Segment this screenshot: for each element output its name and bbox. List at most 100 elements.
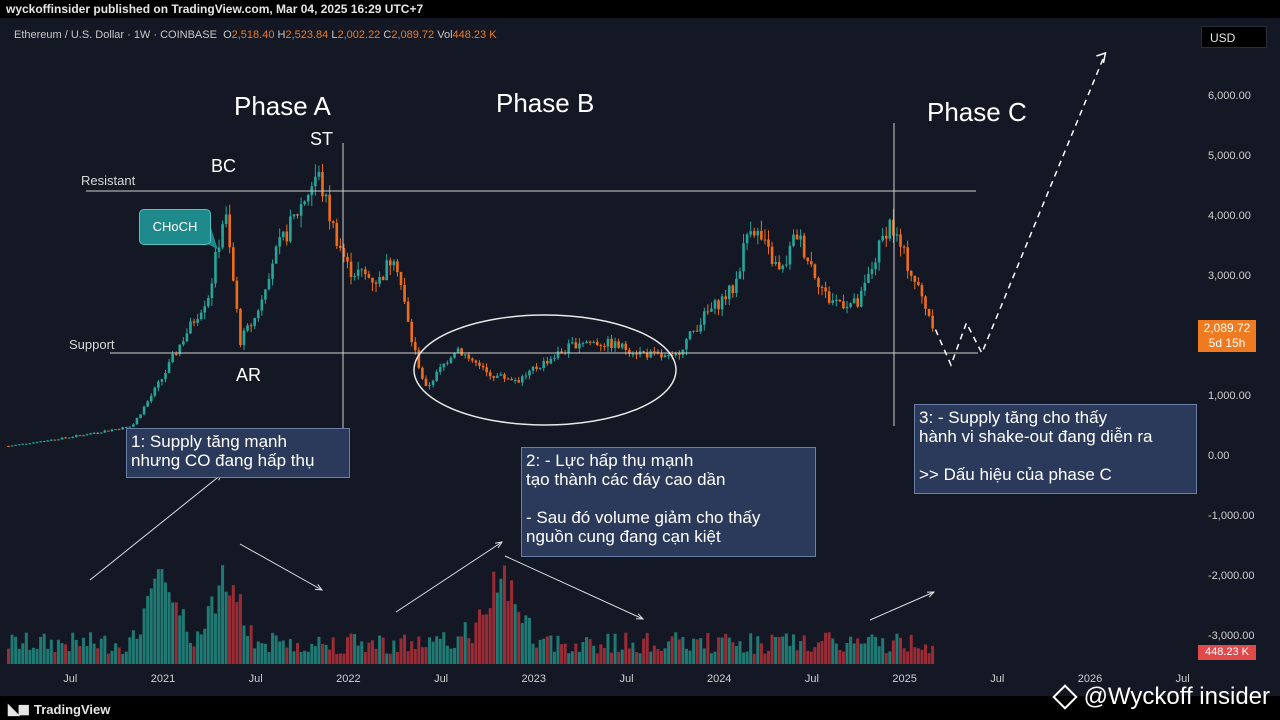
- candle-body: [421, 367, 424, 379]
- candle-body: [274, 246, 278, 264]
- candle-body: [385, 260, 389, 281]
- volume-bar: [777, 636, 781, 664]
- volume-bar: [249, 625, 253, 664]
- candle-body: [702, 311, 706, 325]
- volume-bar: [67, 651, 71, 664]
- volume-bar: [692, 638, 696, 664]
- candle-body: [339, 245, 342, 249]
- volume-bar: [181, 609, 185, 664]
- volume-bar: [877, 646, 881, 664]
- volume-bar: [135, 638, 139, 664]
- candle-body: [513, 380, 517, 382]
- volume-bar: [89, 632, 93, 664]
- phase-c-label: Phase C: [927, 97, 1027, 127]
- volume-bar: [149, 588, 153, 664]
- volume-bar: [859, 643, 863, 664]
- candle-body: [25, 443, 28, 445]
- volume-bar: [296, 643, 300, 664]
- candle-body: [253, 318, 257, 326]
- volume-bar: [742, 652, 746, 664]
- candle-body: [60, 437, 64, 440]
- candle-body: [160, 379, 164, 382]
- volume-bar: [627, 648, 631, 664]
- candle-body: [431, 380, 435, 385]
- y-tick-label: 1,000.00: [1208, 390, 1251, 402]
- candle-body: [770, 246, 774, 264]
- candle-body: [231, 247, 235, 281]
- volume-bar: [874, 636, 878, 664]
- candle-body: [353, 275, 356, 277]
- volume-bar: [709, 653, 713, 664]
- volume-bar: [238, 594, 242, 664]
- candle-body: [124, 426, 128, 428]
- candle-body: [50, 439, 53, 441]
- candle-body: [760, 230, 763, 240]
- volume-bar: [816, 642, 820, 664]
- candle-body: [281, 231, 285, 238]
- last-volume-tag: 448.23 K: [1198, 645, 1256, 660]
- volume-bar: [727, 637, 731, 664]
- volume-bar: [142, 608, 146, 664]
- price-chart[interactable]: 6,000.005,000.004,000.003,000.002,000.00…: [0, 18, 1280, 696]
- volume-bar: [527, 617, 531, 664]
- candle-body: [413, 342, 417, 351]
- volume-trend-arrowhead: [926, 591, 936, 598]
- candle-body: [927, 308, 931, 316]
- volume-bar: [210, 596, 214, 664]
- candle-body: [428, 384, 431, 387]
- candle-body: [199, 312, 203, 320]
- candle-body: [157, 381, 160, 388]
- candle-body: [217, 247, 221, 252]
- candle-body: [153, 387, 157, 396]
- volume-bar: [410, 641, 414, 664]
- volume-bar: [178, 615, 182, 664]
- currency-button[interactable]: USD: [1201, 26, 1267, 48]
- volume-bar: [470, 643, 474, 664]
- volume-bar: [463, 622, 467, 664]
- volume-bar: [677, 639, 681, 664]
- volume-bar: [221, 565, 225, 664]
- x-tick-label: Jul: [434, 673, 448, 685]
- candle-body: [417, 350, 421, 368]
- candle-body: [738, 271, 742, 279]
- candle-body: [906, 247, 909, 271]
- candle-body: [356, 269, 360, 276]
- volume-bar: [271, 632, 275, 664]
- candle-body: [752, 231, 756, 236]
- candle-body: [71, 436, 75, 438]
- volume-bar: [267, 652, 271, 664]
- volume-bar: [46, 648, 50, 664]
- candle-body: [920, 285, 924, 297]
- volume-bar: [517, 611, 521, 664]
- candle-body: [774, 262, 777, 264]
- candle-body: [592, 341, 595, 343]
- candle-body: [617, 341, 620, 348]
- candle-body: [171, 354, 174, 363]
- volume-bar: [902, 648, 906, 664]
- y-tick-label: -1,000.00: [1208, 510, 1254, 522]
- candle-body: [478, 362, 481, 366]
- volume-bar: [445, 645, 449, 664]
- candle-body: [117, 429, 121, 431]
- volume-bar: [752, 653, 756, 664]
- volume-bar: [285, 647, 289, 664]
- volume-bar: [909, 634, 913, 664]
- volume-bar: [317, 636, 321, 664]
- candle-body: [189, 321, 192, 334]
- candle-body: [881, 235, 884, 241]
- candle-body: [53, 439, 57, 441]
- volume-bar: [60, 643, 64, 664]
- candle-body: [392, 261, 396, 266]
- candle-body: [14, 444, 17, 446]
- candle-body: [342, 248, 346, 257]
- volume-bar: [174, 602, 178, 664]
- legend-low: 2,002.22: [337, 29, 381, 41]
- candle-body: [863, 282, 867, 291]
- candle-body: [510, 379, 513, 381]
- volume-bar: [502, 565, 506, 664]
- volume-bar: [895, 633, 899, 664]
- candle-body: [442, 363, 446, 368]
- candle-body: [453, 352, 456, 358]
- volume-bar: [114, 643, 118, 664]
- volume-bar: [767, 650, 771, 664]
